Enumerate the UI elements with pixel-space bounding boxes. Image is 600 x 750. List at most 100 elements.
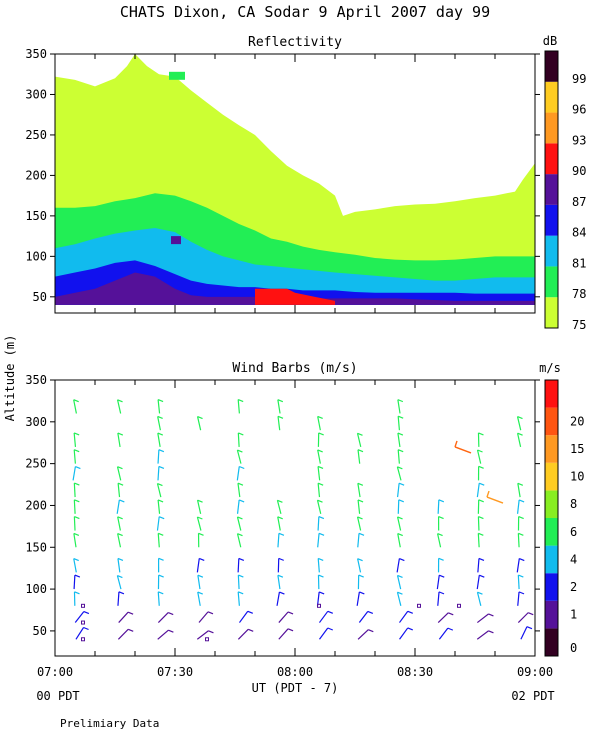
reflectivity-colorbar-unit: dB xyxy=(543,34,557,48)
wind-barb xyxy=(156,482,163,498)
wind-barb xyxy=(73,574,81,590)
wind-barb xyxy=(517,515,524,531)
x-tick-label: 08:00 xyxy=(277,665,313,679)
wind-barb xyxy=(276,591,285,606)
y-tick-label: 350 xyxy=(25,373,47,387)
wind-barb xyxy=(357,482,364,498)
wind-barb xyxy=(356,516,363,531)
reflectivity-patch-87 xyxy=(171,236,181,245)
wind-barb xyxy=(196,630,214,640)
y-tick-label: 300 xyxy=(25,87,47,101)
colorbar-swatch xyxy=(545,380,558,408)
wind-barb xyxy=(237,591,244,606)
colorbar-swatch xyxy=(545,600,558,629)
wind-barb xyxy=(75,626,89,640)
wind-barb xyxy=(157,499,164,514)
wind-barb xyxy=(277,532,285,548)
wind-barb xyxy=(396,482,405,498)
colorbar-label: 78 xyxy=(572,287,586,301)
colorbar-swatch xyxy=(545,407,558,436)
wind-barb xyxy=(157,574,164,590)
x-tick-label: 07:30 xyxy=(157,665,193,679)
colorbar-swatch xyxy=(545,204,558,236)
altitude-axis-label: Altitude (m) xyxy=(3,335,17,422)
wind-barb xyxy=(396,591,403,606)
wind-barb xyxy=(437,612,454,623)
colorbar-swatch xyxy=(545,545,558,574)
wind-barb xyxy=(397,449,404,464)
wind-barb xyxy=(116,399,123,414)
wind-barb xyxy=(357,499,364,514)
wind-barb xyxy=(317,574,324,590)
wind-barb xyxy=(157,557,164,573)
wind-barb xyxy=(116,499,125,514)
wind-barb xyxy=(197,591,203,606)
wind-barb xyxy=(237,432,244,447)
left-time-label: 00 PDT xyxy=(36,689,79,703)
colorbar-swatch xyxy=(545,112,558,144)
wind-barb xyxy=(237,482,244,498)
colorbar-label: 2 xyxy=(570,580,577,594)
wind-barb xyxy=(117,533,123,548)
wind-barb xyxy=(277,557,284,573)
wind-barb xyxy=(317,432,324,447)
calm-marker xyxy=(81,620,85,625)
wind-barb xyxy=(517,482,524,498)
wind-barb xyxy=(117,628,134,640)
wind-barb xyxy=(476,482,485,498)
wind-barb xyxy=(73,432,80,447)
wind-barb xyxy=(396,557,405,573)
wind-barb xyxy=(356,591,365,606)
wind-barb xyxy=(196,499,203,514)
wind-colorbar-unit: m/s xyxy=(539,361,561,375)
wind-barb xyxy=(517,591,525,606)
wind-barb xyxy=(277,574,284,590)
wind-barb xyxy=(157,398,164,414)
wind-barb xyxy=(157,532,164,548)
wind-barb xyxy=(73,591,80,606)
wind-barb xyxy=(318,610,334,623)
wind-barb xyxy=(278,611,294,623)
wind-barb xyxy=(316,499,323,514)
colorbar-swatch xyxy=(545,266,558,298)
wind-barb xyxy=(476,574,485,590)
colorbar-label: 84 xyxy=(572,226,586,240)
wind-barb xyxy=(477,532,484,548)
wind-barb-strong xyxy=(486,490,504,504)
colorbar-label: 6 xyxy=(570,525,577,539)
reflectivity-layer-90 xyxy=(255,288,335,305)
wind-barb xyxy=(278,628,294,640)
wind-barb xyxy=(157,612,174,623)
wind-barb xyxy=(73,532,80,548)
wind-barb xyxy=(356,432,363,448)
colorbar-swatch xyxy=(545,235,558,267)
wind-barb xyxy=(319,627,334,640)
wind-barb xyxy=(476,449,483,464)
wind-barb xyxy=(436,574,445,590)
colorbar-label: 75 xyxy=(572,318,586,332)
wind-barb xyxy=(396,516,403,531)
calm-marker xyxy=(317,603,321,608)
colorbar-label: 90 xyxy=(572,164,586,178)
wind-barb xyxy=(237,574,244,590)
wind-barb xyxy=(357,558,363,573)
colorbar-label: 0 xyxy=(570,641,577,655)
wind-barb xyxy=(357,449,364,464)
colorbar-swatch xyxy=(545,518,558,546)
wind-barb xyxy=(476,591,483,606)
x-tick-label: 07:00 xyxy=(37,665,73,679)
x-tick-label: 08:30 xyxy=(397,665,433,679)
wind-barbs xyxy=(72,398,534,642)
calm-marker xyxy=(457,603,461,608)
wind-barb xyxy=(196,516,203,531)
wind-barb xyxy=(157,449,165,464)
wind-barb xyxy=(477,432,484,447)
wind-barb xyxy=(117,432,124,448)
wind-barb xyxy=(397,499,404,514)
wind-colorbar: 0 1 2 4 6 8 10 15 20 xyxy=(544,379,584,657)
colorbar-swatch xyxy=(545,628,558,656)
y-tick-label: 250 xyxy=(25,457,47,471)
colorbar-label: 1 xyxy=(570,608,577,622)
